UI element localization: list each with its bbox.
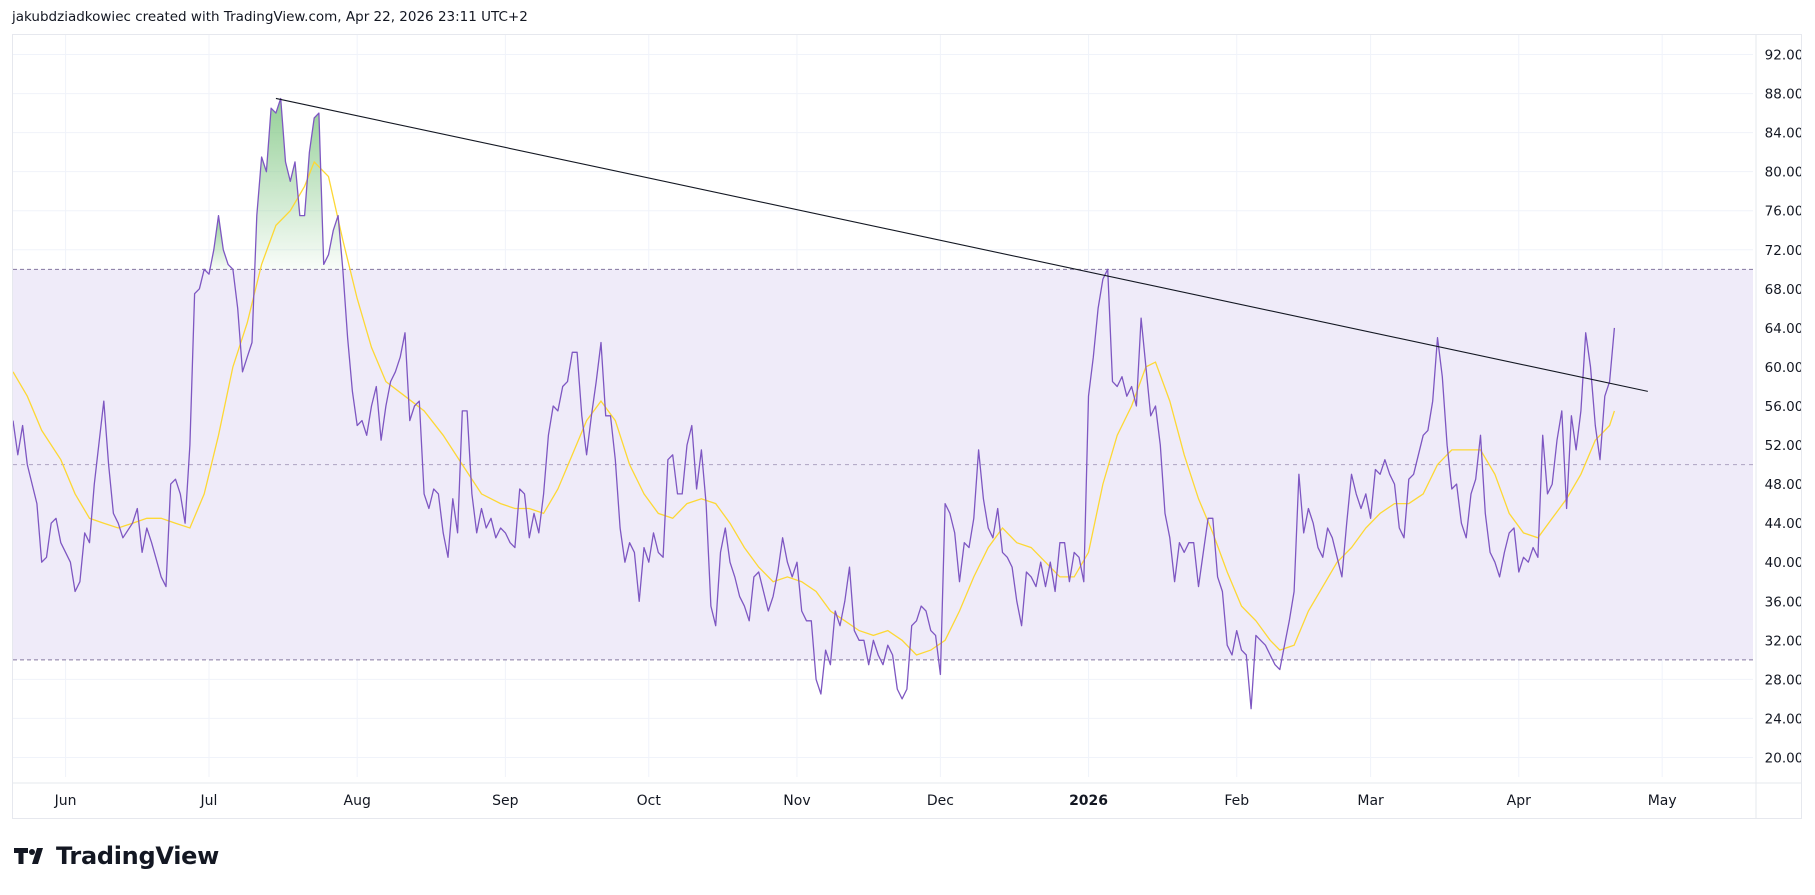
y-tick-label: 80.00 [1765, 165, 1801, 181]
y-tick-label: 84.00 [1765, 126, 1801, 142]
series-layer [13, 97, 1616, 710]
overbought-area [209, 215, 233, 270]
y-tick-label: 68.00 [1765, 282, 1801, 298]
rsi-band-layer [13, 268, 1753, 661]
y-tick-label: 72.00 [1765, 243, 1801, 259]
y-tick-label: 24.00 [1765, 711, 1801, 727]
time-scale[interactable]: Jun Jul Aug Sep Oct Nov Dec 2026 Feb Mar Apr May [13, 782, 1801, 809]
overbought-fill-layer [209, 98, 343, 270]
rsi-chart[interactable]: 92.00 88.00 84.00 80.00 76.00 72.00 68.00 64.00… [13, 35, 1801, 818]
trendline-layer[interactable] [275, 97, 1648, 392]
y-tick-label: 64.00 [1765, 321, 1801, 337]
x-tick-label: Sep [492, 793, 519, 809]
x-tick-label: 2026 [1069, 793, 1108, 809]
y-tick-label: 48.00 [1765, 477, 1801, 493]
x-tick-label: Dec [927, 793, 954, 809]
tradingview-logo[interactable]: TradingView [14, 842, 219, 870]
y-tick-label: 92.00 [1765, 48, 1801, 64]
chart-pane[interactable]: 92.00 88.00 84.00 80.00 76.00 72.00 68.00 64.00… [12, 34, 1802, 819]
x-tick-label: May [1648, 793, 1677, 809]
y-tick-label: 36.00 [1765, 594, 1801, 610]
price-scale[interactable]: 92.00 88.00 84.00 80.00 76.00 72.00 68.00 64.00… [1755, 35, 1801, 818]
y-tick-label: 56.00 [1765, 399, 1801, 415]
x-tick-label: Feb [1224, 793, 1249, 809]
x-tick-label: Jun [54, 793, 77, 809]
x-tick-label: Mar [1357, 793, 1384, 809]
trendline[interactable] [275, 97, 1648, 392]
y-tick-label: 28.00 [1765, 672, 1801, 688]
y-tick-label: 32.00 [1765, 633, 1801, 649]
y-tick-label: 76.00 [1765, 204, 1801, 220]
y-tick-label: 20.00 [1765, 750, 1801, 766]
chart-attribution: jakubdziadkowiec created with TradingVie… [12, 9, 528, 25]
tradingview-logo-icon [14, 848, 43, 864]
y-tick-label: 52.00 [1765, 438, 1801, 454]
y-tick-label: 44.00 [1765, 516, 1801, 532]
y-tick-label: 88.00 [1765, 87, 1801, 103]
overbought-area [254, 98, 343, 270]
x-tick-label: Jul [200, 793, 218, 809]
x-tick-label: Nov [783, 793, 810, 809]
rsi-line [13, 97, 1616, 710]
x-tick-label: Aug [344, 793, 371, 809]
tradingview-logo-text: TradingView [56, 842, 219, 870]
y-tick-label: 60.00 [1765, 360, 1801, 376]
x-tick-label: Apr [1507, 793, 1531, 809]
x-tick-label: Oct [637, 793, 662, 809]
y-tick-label: 40.00 [1765, 555, 1801, 571]
rsi-band-background [13, 269, 1753, 660]
rsi-ma-line [13, 160, 1616, 656]
